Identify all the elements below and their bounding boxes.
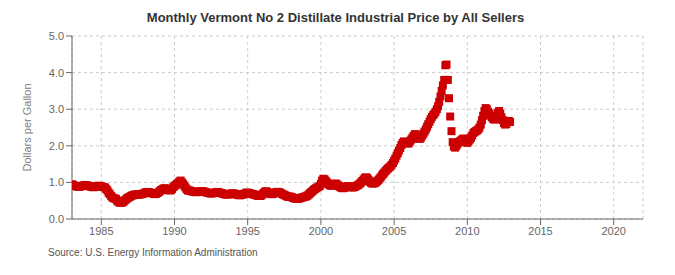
svg-text:1990: 1990 xyxy=(162,225,186,237)
svg-text:2010: 2010 xyxy=(455,225,479,237)
svg-text:5.0: 5.0 xyxy=(49,30,64,42)
svg-text:1995: 1995 xyxy=(235,225,259,237)
svg-text:2.0: 2.0 xyxy=(49,140,64,152)
svg-text:2005: 2005 xyxy=(382,225,406,237)
svg-text:3.0: 3.0 xyxy=(49,103,64,115)
svg-text:2000: 2000 xyxy=(309,225,333,237)
svg-text:Dollars per Gallon: Dollars per Gallon xyxy=(21,83,33,171)
html-text:Source: U.S. Energy Informatio: Source: U.S. Energy Information Administ… xyxy=(48,247,258,258)
svg-text:2020: 2020 xyxy=(601,225,625,237)
svg-text:1.0: 1.0 xyxy=(49,176,64,188)
svg-text:1985: 1985 xyxy=(89,225,113,237)
svg-text:0.0: 0.0 xyxy=(49,213,64,225)
svg-text:4.0: 4.0 xyxy=(49,67,64,79)
svg-text:2015: 2015 xyxy=(528,225,552,237)
html-text:Monthly Vermont No 2 Distillat: Monthly Vermont No 2 Distillate Industri… xyxy=(146,10,525,25)
